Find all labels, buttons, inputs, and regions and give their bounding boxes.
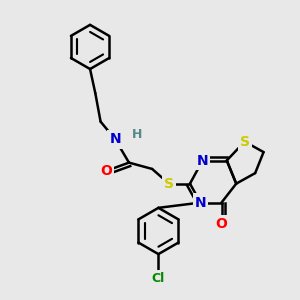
Text: H: H: [132, 128, 142, 141]
Text: O: O: [216, 217, 227, 231]
Text: N: N: [197, 154, 208, 167]
Text: S: S: [240, 135, 250, 148]
Text: Cl: Cl: [152, 272, 165, 285]
Text: N: N: [110, 133, 121, 146]
Text: S: S: [164, 177, 174, 191]
Text: O: O: [100, 164, 112, 178]
Text: N: N: [195, 196, 206, 210]
